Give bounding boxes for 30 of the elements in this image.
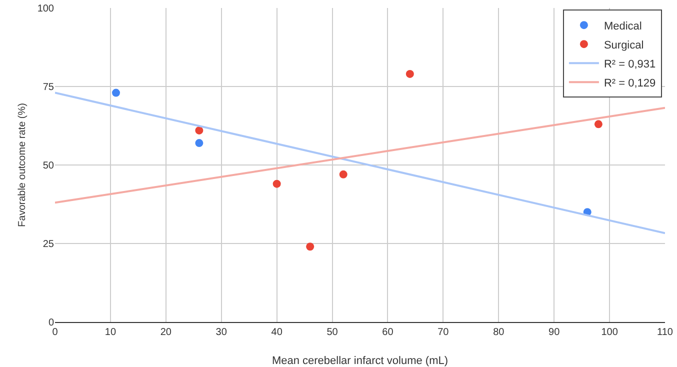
- y-tick-label: 50: [42, 160, 54, 172]
- x-tick-label: 70: [438, 327, 450, 338]
- point: [339, 170, 348, 178]
- y-tick-label: 0: [48, 318, 54, 328]
- point: [406, 70, 414, 78]
- x-tick-label: 110: [657, 327, 674, 338]
- point: [272, 180, 281, 188]
- x-tick-label: 20: [160, 327, 172, 338]
- x-tick-label: 10: [104, 327, 116, 338]
- x-tick-label: 60: [382, 327, 394, 338]
- x-tick-label: 80: [493, 327, 505, 338]
- x-tick-label: 90: [548, 327, 560, 338]
- point: [594, 120, 602, 128]
- x-tick-label: 40: [271, 327, 283, 338]
- y-tick-label: 25: [42, 239, 54, 250]
- point: [195, 126, 204, 134]
- x-tick-label: 50: [326, 327, 338, 338]
- legend-label: R² = 0,129: [604, 77, 656, 90]
- point: [195, 139, 204, 148]
- point: [306, 242, 314, 251]
- legend-label: Surgical: [604, 39, 644, 52]
- x-tick-label: 100: [601, 327, 618, 338]
- legend-label: Medical: [604, 20, 642, 32]
- y-axis-title: Favorable outcome rate (%): [17, 103, 28, 227]
- x-tick-label: 30: [216, 327, 228, 338]
- y-tick-label: 100: [37, 4, 54, 14]
- legend-label: R² = 0,931: [604, 58, 656, 70]
- point: [112, 88, 120, 97]
- y-tick-label: 75: [42, 82, 54, 93]
- x-axis-title: Mean cerebellar infarct volume (mL): [272, 355, 448, 367]
